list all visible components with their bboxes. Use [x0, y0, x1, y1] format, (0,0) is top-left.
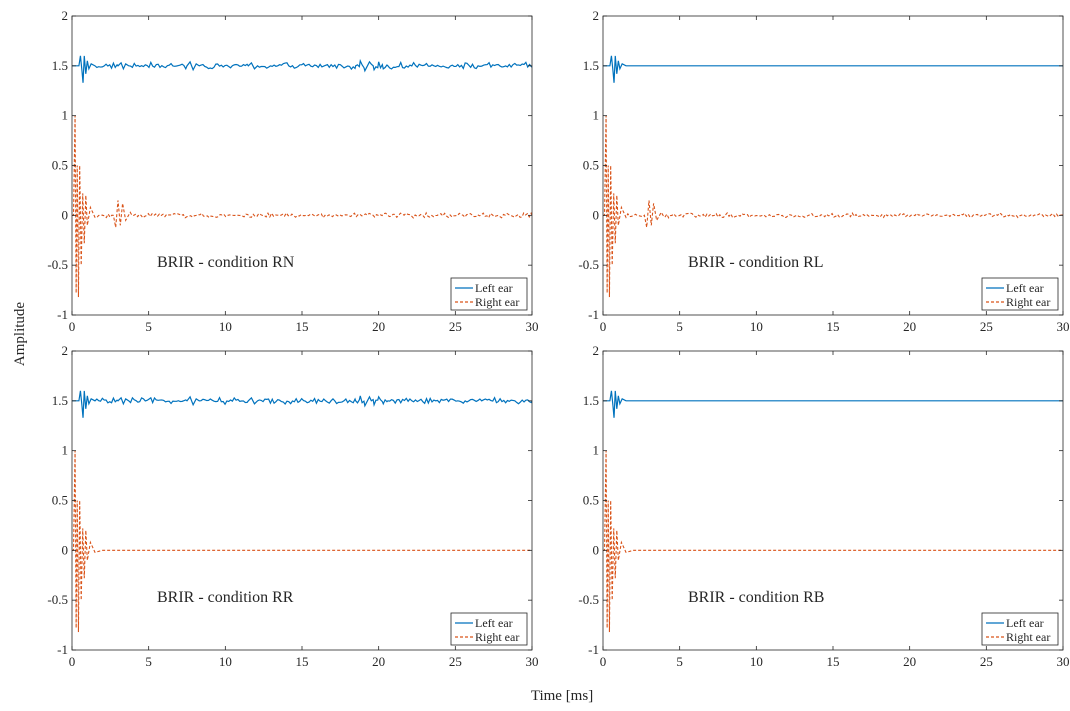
x-tick-label: 0 — [69, 319, 76, 334]
x-tick-label: 25 — [980, 654, 993, 669]
x-tick-label: 5 — [676, 654, 683, 669]
x-tick-label: 20 — [372, 319, 385, 334]
y-tick-label: 1 — [62, 108, 69, 123]
y-tick-label: 0.5 — [583, 158, 599, 173]
series-right-ear-line — [72, 450, 532, 633]
y-tick-label: 2 — [62, 8, 69, 23]
y-tick-label: 1 — [62, 443, 69, 458]
x-tick-label: 10 — [750, 319, 763, 334]
series-right-ear-line — [603, 450, 1063, 633]
x-axis-label: Time [ms] — [531, 688, 593, 704]
x-tick-label: 0 — [600, 654, 607, 669]
legend-box — [450, 612, 528, 646]
x-tick-label: 15 — [827, 654, 840, 669]
condition-annotation: BRIR - condition RL — [688, 254, 824, 271]
series-left-ear-line — [72, 55, 532, 83]
chart-panel: 0 5 10 15 20 25 30 -1 -0.5 0 0.5 1 1.5 2 BRIR - condit… — [47, 8, 538, 334]
x-tick-label: 15 — [296, 319, 309, 334]
y-tick-label: 2 — [593, 343, 600, 358]
axes-frame — [71, 350, 533, 651]
y-tick-label: 0.5 — [52, 158, 68, 173]
legend-label-left-ear: Left ear — [1006, 616, 1044, 630]
condition-annotation: BRIR - condition RB — [688, 589, 824, 606]
x-tick-label: 10 — [219, 654, 232, 669]
y-tick-label: -1 — [588, 307, 599, 322]
chart-panel: 0 5 10 15 20 25 30 -1 -0.5 0 0.5 1 1.5 2 BRIR - condit… — [578, 8, 1069, 334]
y-axis-label: Amplitude — [12, 302, 28, 367]
axes-frame — [602, 350, 1064, 651]
y-tick-label: -0.5 — [47, 592, 68, 607]
y-tick-label: 2 — [62, 343, 69, 358]
x-tick-label: 30 — [1057, 319, 1070, 334]
y-tick-label: -0.5 — [578, 257, 599, 272]
legend-label-right-ear: Right ear — [475, 630, 519, 644]
y-tick-label: 2 — [593, 8, 600, 23]
series-left-ear-line — [603, 55, 1063, 83]
x-tick-label: 20 — [903, 319, 916, 334]
y-tick-label: 0 — [593, 207, 600, 222]
y-tick-label: 0 — [62, 542, 69, 557]
x-tick-label: 5 — [676, 319, 683, 334]
condition-annotation: BRIR - condition RR — [157, 589, 294, 606]
y-tick-label: 1.5 — [52, 58, 68, 73]
series-left-ear-line — [603, 390, 1063, 418]
legend-box — [450, 277, 528, 311]
series-right-ear-line — [72, 115, 532, 298]
x-tick-label: 0 — [69, 654, 76, 669]
x-tick-label: 25 — [449, 319, 462, 334]
legend-label-left-ear: Left ear — [1006, 281, 1044, 295]
axes-frame — [71, 15, 533, 316]
y-tick-label: 1 — [593, 108, 600, 123]
y-tick-label: 0.5 — [52, 493, 68, 508]
legend-label-left-ear: Left ear — [475, 281, 513, 295]
x-tick-label: 25 — [980, 319, 993, 334]
y-tick-label: 1.5 — [583, 58, 599, 73]
x-tick-label: 15 — [827, 319, 840, 334]
legend-box — [981, 277, 1059, 311]
x-tick-label: 15 — [296, 654, 309, 669]
x-tick-label: 5 — [145, 654, 152, 669]
legend-box — [981, 612, 1059, 646]
x-tick-label: 30 — [1057, 654, 1070, 669]
x-tick-label: 10 — [750, 654, 763, 669]
condition-annotation: BRIR - condition RN — [157, 254, 295, 271]
chart-panel: 0 5 10 15 20 25 30 -1 -0.5 0 0.5 1 1.5 2 BRIR - condit… — [47, 343, 538, 669]
x-tick-label: 5 — [145, 319, 152, 334]
y-tick-label: -0.5 — [578, 592, 599, 607]
x-tick-label: 30 — [526, 319, 539, 334]
x-tick-label: 20 — [903, 654, 916, 669]
chart-panel: 0 5 10 15 20 25 30 -1 -0.5 0 0.5 1 1.5 2 BRIR - condit… — [578, 343, 1069, 669]
y-tick-label: 0.5 — [583, 493, 599, 508]
legend-label-right-ear: Right ear — [1006, 630, 1050, 644]
y-tick-label: 0 — [593, 542, 600, 557]
legend-label-right-ear: Right ear — [475, 295, 519, 309]
x-tick-label: 30 — [526, 654, 539, 669]
y-tick-label: 1.5 — [583, 393, 599, 408]
x-tick-label: 20 — [372, 654, 385, 669]
y-tick-label: -1 — [588, 642, 599, 657]
series-left-ear-line — [72, 390, 532, 418]
y-tick-label: 0 — [62, 207, 69, 222]
y-tick-label: -1 — [57, 642, 68, 657]
x-tick-label: 25 — [449, 654, 462, 669]
x-tick-label: 10 — [219, 319, 232, 334]
y-tick-label: 1.5 — [52, 393, 68, 408]
axes-frame — [602, 15, 1064, 316]
y-tick-label: -0.5 — [47, 257, 68, 272]
legend-label-right-ear: Right ear — [1006, 295, 1050, 309]
y-tick-label: -1 — [57, 307, 68, 322]
x-tick-label: 0 — [600, 319, 607, 334]
legend-label-left-ear: Left ear — [475, 616, 513, 630]
series-right-ear-line — [603, 115, 1063, 298]
y-tick-label: 1 — [593, 443, 600, 458]
